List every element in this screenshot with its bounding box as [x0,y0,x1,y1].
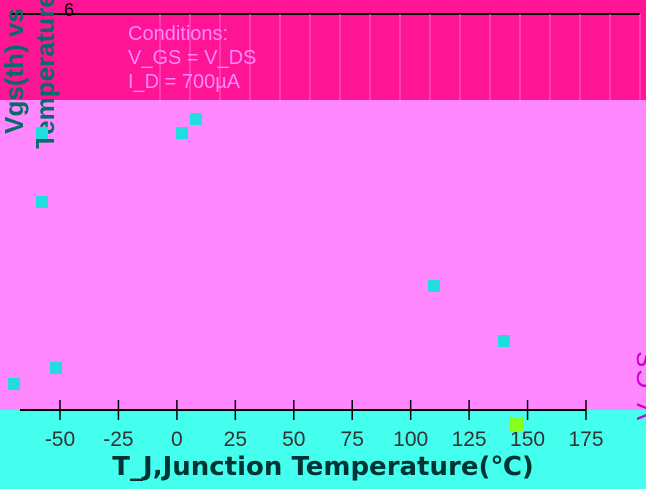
x-tick-label: 150 [510,428,545,451]
chart-background-bottom [0,410,646,489]
x-tick-label: 75 [341,428,364,451]
x-tick-label: 125 [452,428,487,451]
x-tick-label: 25 [224,428,247,451]
marker-square [50,362,62,374]
chart-top-number: 6 [64,0,75,20]
marker-square [36,196,48,208]
marker-square [176,127,188,139]
marker-square [36,127,48,139]
marker-square [510,418,524,432]
conditions-id: I_D = 700µA [128,71,241,93]
conditions-heading: Conditions: [128,23,229,45]
conditions-annotation: Conditions: V_GS = V_DS I_D = 700µA [128,22,256,94]
marker-square [8,378,20,390]
y-axis-title: Vgs(th) vs Temperature [0,0,60,149]
chart-background-middle [0,100,646,410]
x-axis-title: T_J,Junction Temperature(℃) [112,452,534,482]
x-tick-label: 175 [568,428,603,451]
x-tick-label: 100 [393,428,428,451]
x-tick-label: -25 [103,428,133,451]
right-axis-label: V_GS [631,350,646,421]
marker-square [498,335,510,347]
marker-square [428,280,440,292]
x-tick-label: 50 [282,428,305,451]
x-tick-label: -50 [45,428,75,451]
conditions-vgs: V_GS = V_DS [128,47,257,69]
chart-background-top [0,0,646,100]
marker-square [190,113,202,125]
x-tick-label: 0 [171,428,183,451]
